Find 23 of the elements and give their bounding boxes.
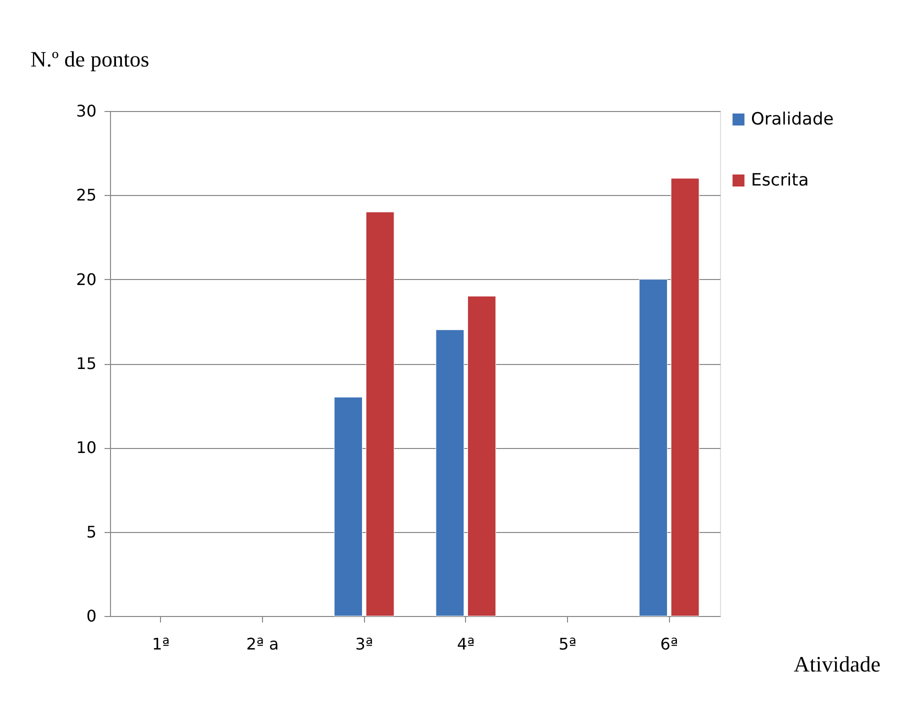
- x-tick-label: 4ª: [456, 634, 475, 654]
- bar: [467, 296, 496, 616]
- y-tick-label: 15: [76, 354, 96, 373]
- bar: [436, 330, 464, 616]
- y-tick-label: 10: [76, 438, 96, 458]
- y-axis-title: N.º de pontos: [30, 46, 150, 72]
- legend-label: Oralidade: [751, 110, 834, 130]
- bar: [334, 396, 363, 616]
- x-tick-label: 1ª: [152, 634, 170, 654]
- x-tick-label: 5ª: [558, 634, 576, 654]
- y-tick-label: 5: [86, 522, 96, 542]
- bar: [670, 178, 700, 616]
- bar: [366, 212, 394, 616]
- y-tick-label: 30: [76, 102, 96, 120]
- x-axis-title: Atividade: [794, 652, 880, 676]
- y-tick-label: 0: [86, 606, 96, 626]
- y-tick-label: 20: [76, 270, 96, 289]
- y-tick-label: 25: [76, 186, 96, 205]
- legend-label: Escrita: [751, 170, 809, 190]
- x-tick-label: 2ª a: [246, 634, 279, 654]
- bar: [639, 279, 668, 616]
- x-tick-label: 3ª: [355, 634, 374, 654]
- x-tick-label: 6ª: [660, 634, 678, 654]
